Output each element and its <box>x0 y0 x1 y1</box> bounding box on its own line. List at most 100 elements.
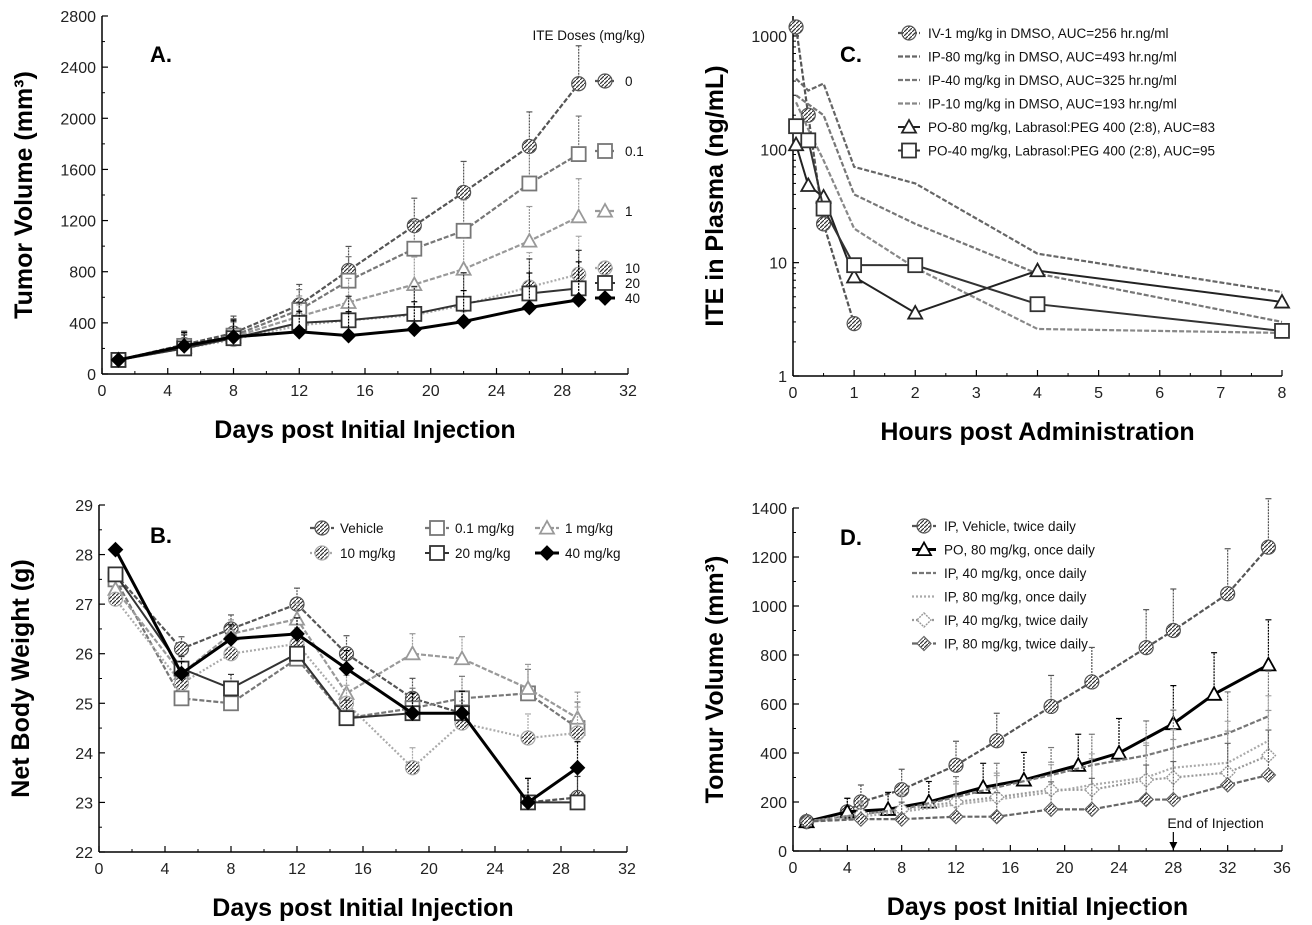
data-point <box>225 329 242 345</box>
y-tick-label: 28 <box>75 548 93 565</box>
legend-title: ITE Doses (mg/kg) <box>532 28 645 43</box>
y-tick-label: 600 <box>760 697 787 714</box>
legend-marker <box>597 275 613 291</box>
x-tick-label: 4 <box>161 861 170 878</box>
y-tick-label: 100 <box>760 142 787 159</box>
legend-marker <box>901 142 917 159</box>
legend-item: 0 <box>595 73 633 89</box>
data-point <box>845 267 863 284</box>
data-point <box>815 200 832 217</box>
legend-item: PO-40 mg/kg, Labrasol:PEG 400 (2:8), AUC… <box>898 142 1215 159</box>
data-point <box>107 591 124 607</box>
data-point <box>406 321 423 338</box>
y-tick-label: 0 <box>87 367 96 384</box>
series-1 <box>795 77 1283 294</box>
data-point <box>519 679 537 695</box>
legend-item: PO, 80 mg/kg, once daily <box>912 540 1095 558</box>
legend-label: 40 mg/kg <box>565 546 621 561</box>
data-point <box>406 240 423 257</box>
end-of-injection-annotation: End of Injection <box>1167 815 1264 831</box>
data-point <box>223 630 239 647</box>
data-point <box>569 794 586 811</box>
legend-item: 20 mg/kg <box>425 545 511 561</box>
legend-item: 40 mg/kg <box>535 545 621 561</box>
data-point <box>173 665 190 682</box>
x-tick-label: 0 <box>98 383 107 400</box>
x-tick-label: 4 <box>1033 385 1042 402</box>
y-tick-label: 29 <box>75 498 93 515</box>
data-point <box>1029 296 1046 313</box>
data-point <box>948 757 964 773</box>
panel-a: 0 4 8 12 16 20 24 28 320400800120016002000240028… <box>10 9 645 444</box>
data-point <box>570 291 587 308</box>
legend-marker <box>314 520 330 536</box>
data-point <box>454 705 470 722</box>
panel-label: A. <box>150 42 172 67</box>
legend-item: IP, 80 mg/kg, twice daily <box>912 635 1088 652</box>
data-point <box>1220 586 1236 602</box>
data-point <box>1219 777 1236 793</box>
data-point <box>988 808 1005 825</box>
data-point <box>846 257 863 274</box>
series-1 <box>798 619 1277 829</box>
y-tick-label: 400 <box>760 746 787 763</box>
panel-label: D. <box>840 525 862 550</box>
y-tick-label: 25 <box>75 696 93 713</box>
data-point <box>800 132 817 149</box>
legend-item: IV-1 mg/kg in DMSO, AUC=256 hr.ng/ml <box>898 25 1168 41</box>
data-point <box>1028 261 1047 278</box>
data-point <box>456 184 472 201</box>
data-point <box>176 338 193 354</box>
data-point <box>107 566 124 583</box>
legend-item: IP-10 mg/kg in DMSO, AUC=193 hr.ng/ml <box>898 97 1177 112</box>
data-point <box>289 626 305 642</box>
x-tick-label: 16 <box>354 861 372 878</box>
legend-item: IP-40 mg/kg in DMSO, AUC=325 hr.ng/ml <box>898 73 1177 88</box>
x-axis-title: Hours post Administration <box>880 418 1194 446</box>
series-5 <box>107 541 586 811</box>
x-tick-label: 1 <box>850 385 859 402</box>
data-point <box>173 690 190 707</box>
x-axis-title: Days post Initial Injection <box>212 894 513 922</box>
series-5 <box>110 261 587 368</box>
legend-marker <box>314 545 330 561</box>
y-tick-label: 800 <box>760 648 787 665</box>
legend-label: 0.1 mg/kg <box>455 521 514 536</box>
data-point <box>1083 801 1100 818</box>
series-5 <box>798 729 1277 830</box>
legend-item: 40 <box>595 290 640 306</box>
x-tick-label: 8 <box>897 860 906 877</box>
data-point <box>1274 322 1290 339</box>
legend-label: 0.1 <box>625 144 644 159</box>
x-tick-label: 4 <box>163 383 172 400</box>
data-point <box>787 135 805 152</box>
y-tick-label: 1 <box>778 369 787 386</box>
data-point <box>1205 685 1223 701</box>
data-point <box>788 19 804 35</box>
panel-label: C. <box>840 42 862 67</box>
legend-label: IP-40 mg/kg in DMSO, AUC=325 hr.ng/ml <box>928 73 1177 88</box>
data-point <box>1165 791 1182 808</box>
data-point <box>455 222 472 239</box>
x-tick-label: 0 <box>95 861 104 878</box>
x-tick-label: 0 <box>789 860 798 877</box>
data-point <box>110 352 127 368</box>
x-tick-label: 16 <box>356 383 374 400</box>
legend-label: IP, 80 mg/kg, once daily <box>944 590 1087 605</box>
data-point <box>989 733 1005 749</box>
y-tick-label: 22 <box>75 845 93 862</box>
legend-marker <box>597 290 613 306</box>
data-point <box>291 323 308 340</box>
legend-label: PO, 80 mg/kg, once daily <box>944 543 1095 558</box>
series-3 <box>795 101 1283 335</box>
x-tick-label: 32 <box>619 383 637 400</box>
y-tick-label: 1200 <box>751 550 787 567</box>
y-tick-label: 200 <box>760 795 787 812</box>
x-tick-label: 36 <box>1273 860 1291 877</box>
x-tick-label: 12 <box>290 383 308 400</box>
series-line <box>806 546 1270 823</box>
legend-marker <box>538 519 556 535</box>
legend-label: IP, Vehicle, twice daily <box>944 519 1076 534</box>
y-tick-label: 1600 <box>60 162 96 179</box>
data-point <box>223 680 239 697</box>
